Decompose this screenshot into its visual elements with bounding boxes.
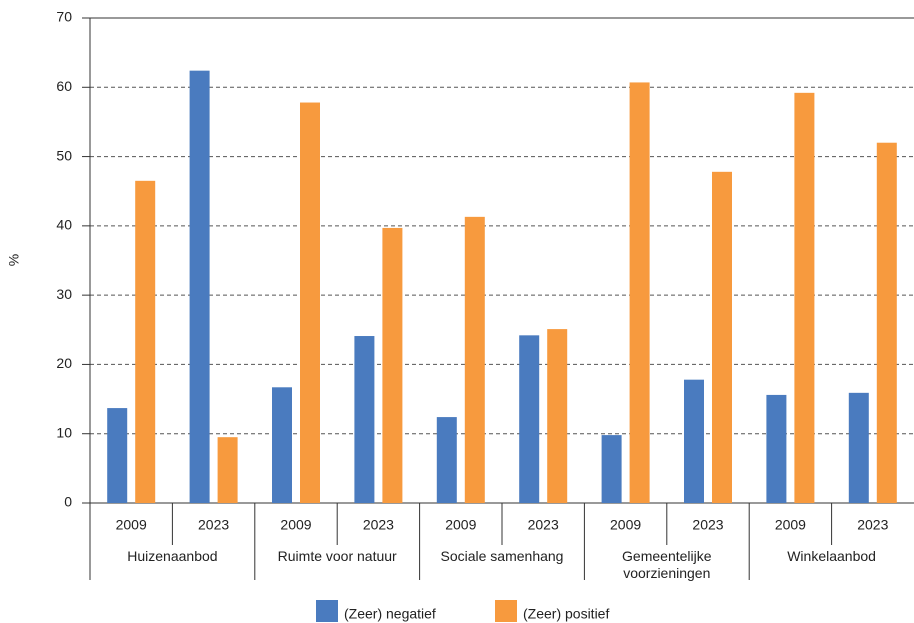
group-label: Sociale samenhang xyxy=(440,548,564,564)
y-tick-label: 60 xyxy=(56,78,72,94)
group-label: Huizenaanbod xyxy=(127,548,218,564)
legend-label: (Zeer) negatief xyxy=(344,606,436,622)
bar xyxy=(464,216,485,503)
bar xyxy=(519,335,540,503)
y-tick-label: 30 xyxy=(56,286,72,302)
group-label: Ruimte voor natuur xyxy=(277,548,397,564)
x-tick-label: 2023 xyxy=(528,517,559,533)
x-tick-label: 2023 xyxy=(363,517,394,533)
bar xyxy=(684,379,704,503)
legend-swatch xyxy=(495,600,517,622)
bar xyxy=(300,102,320,504)
y-tick-label: 20 xyxy=(56,355,72,371)
bar xyxy=(712,171,732,504)
bar xyxy=(272,387,292,503)
y-axis-label: % xyxy=(6,254,22,266)
y-tick-label: 70 xyxy=(56,9,72,25)
bar xyxy=(547,329,568,503)
group-label: Winkelaanbod xyxy=(787,548,876,564)
bar xyxy=(629,82,650,503)
x-tick-label: 2023 xyxy=(857,517,888,533)
bar xyxy=(135,180,156,504)
bar xyxy=(217,437,238,503)
bar xyxy=(848,392,869,503)
y-tick-label: 50 xyxy=(56,147,72,163)
x-tick-label: 2009 xyxy=(610,517,641,533)
y-tick-label: 40 xyxy=(56,217,72,233)
y-tick-label: 0 xyxy=(64,494,72,510)
y-tick-label: 10 xyxy=(56,424,72,440)
legend-swatch xyxy=(316,600,338,622)
bar xyxy=(107,408,128,503)
bar xyxy=(794,92,815,503)
x-tick-label: 2009 xyxy=(116,517,147,533)
x-tick-label: 2009 xyxy=(445,517,476,533)
bar xyxy=(354,336,375,503)
x-tick-label: 2009 xyxy=(280,517,311,533)
x-tick-label: 2009 xyxy=(775,517,806,533)
legend-label: (Zeer) positief xyxy=(523,606,609,622)
group-label: Gemeentelijke voorzieningen xyxy=(622,548,712,581)
x-tick-label: 2023 xyxy=(692,517,723,533)
x-tick-label: 2023 xyxy=(198,517,229,533)
bar xyxy=(436,417,457,503)
bar xyxy=(876,142,897,503)
bar xyxy=(766,394,787,503)
bar xyxy=(382,227,403,503)
bar xyxy=(601,435,622,503)
bar xyxy=(189,70,210,504)
